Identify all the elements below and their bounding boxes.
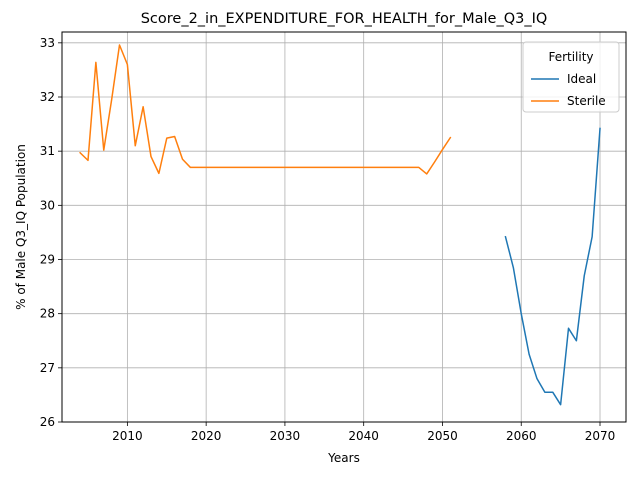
legend-label-ideal: Ideal	[567, 72, 596, 86]
chart-title: Score_2_in_EXPENDITURE_FOR_HEALTH_for_Ma…	[141, 11, 548, 27]
y-tick-label: 32	[40, 90, 55, 104]
y-tick-label: 30	[40, 198, 55, 212]
y-tick-label: 27	[40, 361, 55, 375]
legend-label-sterile: Sterile	[567, 94, 606, 108]
y-tick-label: 29	[40, 253, 55, 267]
y-tick-label: 26	[40, 415, 55, 429]
x-tick-label: 2040	[348, 429, 379, 443]
axis-ticks: 2010 2020 2030 2040 2050 2060 2070 26 27 28 29 30 31…	[40, 36, 616, 443]
x-tick-label: 2020	[191, 429, 222, 443]
series-line-ideal	[504, 127, 601, 406]
y-axis-label: % of Male Q3_IQ Population	[14, 144, 28, 310]
x-tick-label: 2060	[506, 429, 537, 443]
y-tick-label: 33	[40, 36, 55, 50]
plot-frame	[61, 31, 627, 423]
x-tick-label: 2050	[427, 429, 458, 443]
y-tick-label: 31	[40, 144, 55, 158]
series-lines	[79, 44, 601, 406]
series-line-sterile	[79, 44, 452, 175]
x-tick-label: 2070	[585, 429, 616, 443]
y-tick-label: 28	[40, 307, 55, 321]
x-axis-label: Years	[327, 451, 360, 465]
legend: Fertility Ideal Sterile	[522, 41, 620, 113]
legend-items: Ideal Sterile	[531, 72, 606, 108]
x-tick-label: 2030	[270, 429, 301, 443]
legend-title: Fertility	[548, 50, 593, 64]
x-tick-label: 2010	[112, 429, 143, 443]
legend-box	[522, 41, 620, 113]
